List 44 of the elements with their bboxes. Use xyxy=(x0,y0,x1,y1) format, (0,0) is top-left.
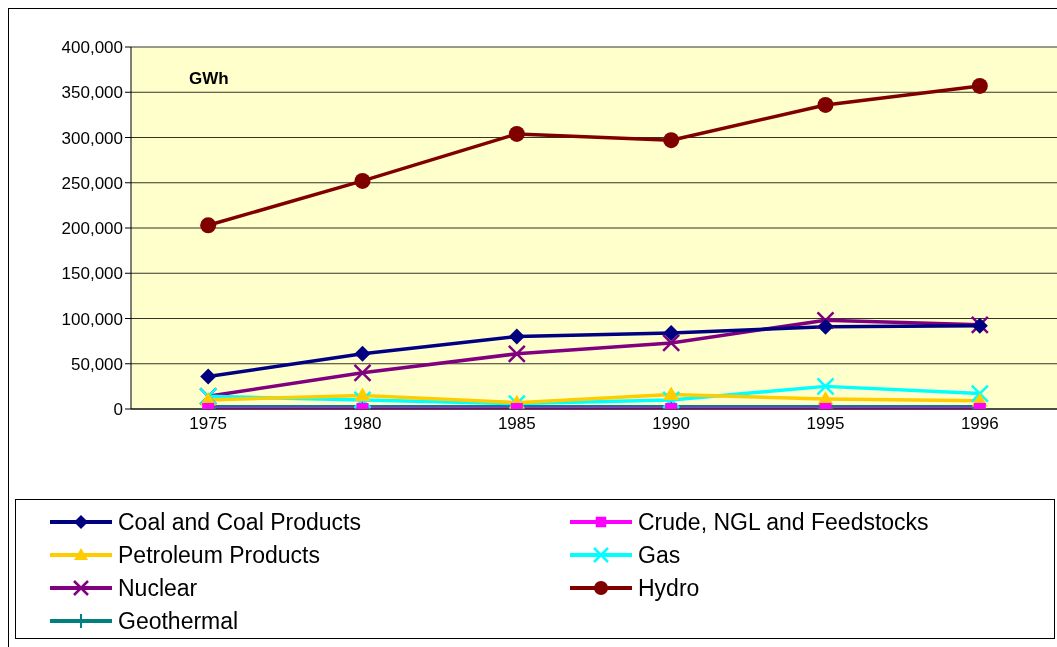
y-tick-label: 0 xyxy=(113,400,123,420)
point xyxy=(663,324,680,341)
legend-label: Hydro xyxy=(638,574,700,602)
legend-label: Crude, NGL and Feedstocks xyxy=(638,508,929,536)
legend-label: Nuclear xyxy=(118,574,198,602)
point xyxy=(661,390,681,409)
point xyxy=(663,132,680,149)
point xyxy=(508,328,525,345)
x-tick-label: 1995 xyxy=(806,414,845,434)
annotation: GWh xyxy=(189,69,229,89)
point xyxy=(508,125,525,142)
point xyxy=(661,333,681,353)
y-tick-label: 50,000 xyxy=(71,354,123,374)
y-tick-label: 150,000 xyxy=(61,264,123,284)
x-tick-label: 1975 xyxy=(189,414,228,434)
legend-label: Geothermal xyxy=(118,607,239,635)
x-tick-label: 1985 xyxy=(497,414,536,434)
point xyxy=(816,377,835,396)
point xyxy=(354,172,371,189)
x-tick-label: 1996 xyxy=(960,414,999,434)
point xyxy=(970,384,990,403)
y-tick-label: 350,000 xyxy=(61,83,123,103)
legend-label: Coal and Coal Products xyxy=(118,508,361,536)
point xyxy=(816,311,835,330)
y-tick-label: 250,000 xyxy=(61,173,123,193)
y-tick-label: 400,000 xyxy=(61,38,123,58)
point xyxy=(817,318,834,335)
y-tick-label: 100,000 xyxy=(61,309,123,329)
point xyxy=(971,77,988,94)
y-tick-label: 300,000 xyxy=(61,128,123,148)
point xyxy=(354,387,371,402)
y-tick-label: 200,000 xyxy=(61,219,123,239)
legend-label: Petroleum Products xyxy=(118,541,320,569)
point xyxy=(200,217,217,234)
point xyxy=(353,390,372,409)
x-tick-label: 1980 xyxy=(343,414,382,434)
point xyxy=(663,386,680,401)
point xyxy=(353,363,372,383)
legend-label: Gas xyxy=(638,541,681,569)
point xyxy=(507,344,527,364)
point xyxy=(200,368,217,385)
point xyxy=(354,345,371,362)
point xyxy=(817,96,834,113)
x-tick-label: 1990 xyxy=(652,414,691,434)
